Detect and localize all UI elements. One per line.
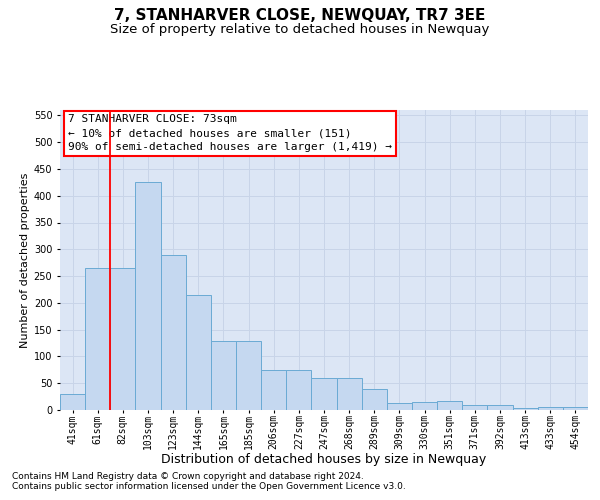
Bar <box>236 342 261 410</box>
Bar <box>487 405 512 410</box>
Bar <box>211 342 236 410</box>
Bar <box>60 394 85 410</box>
Bar <box>337 378 362 410</box>
Text: Distribution of detached houses by size in Newquay: Distribution of detached houses by size … <box>161 452 487 466</box>
Bar <box>437 401 462 410</box>
Text: Size of property relative to detached houses in Newquay: Size of property relative to detached ho… <box>110 22 490 36</box>
Bar <box>538 408 563 410</box>
Text: 7 STANHARVER CLOSE: 73sqm
← 10% of detached houses are smaller (151)
90% of semi: 7 STANHARVER CLOSE: 73sqm ← 10% of detac… <box>68 114 392 152</box>
Bar <box>286 370 311 410</box>
Bar <box>462 404 487 410</box>
Bar <box>186 295 211 410</box>
Bar <box>161 254 186 410</box>
Text: Contains public sector information licensed under the Open Government Licence v3: Contains public sector information licen… <box>12 482 406 491</box>
Bar <box>362 388 387 410</box>
Bar <box>136 182 161 410</box>
Text: Contains HM Land Registry data © Crown copyright and database right 2024.: Contains HM Land Registry data © Crown c… <box>12 472 364 481</box>
Bar <box>311 378 337 410</box>
Bar <box>387 403 412 410</box>
Bar <box>412 402 437 410</box>
Bar <box>563 408 588 410</box>
Bar <box>512 408 538 410</box>
Bar <box>110 268 136 410</box>
Bar <box>261 370 286 410</box>
Bar <box>85 268 110 410</box>
Text: 7, STANHARVER CLOSE, NEWQUAY, TR7 3EE: 7, STANHARVER CLOSE, NEWQUAY, TR7 3EE <box>115 8 485 22</box>
Y-axis label: Number of detached properties: Number of detached properties <box>20 172 29 348</box>
